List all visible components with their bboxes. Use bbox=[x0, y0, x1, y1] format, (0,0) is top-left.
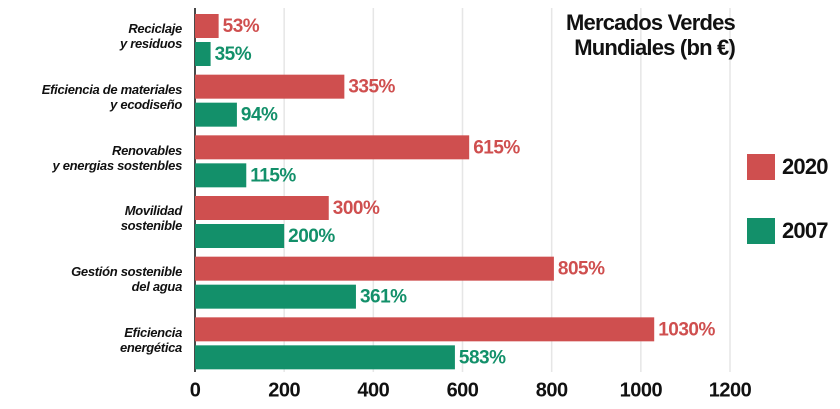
bar bbox=[195, 256, 554, 281]
legend-swatch bbox=[747, 154, 775, 180]
x-tick-label: 800 bbox=[536, 379, 568, 401]
legend-label: 2020 bbox=[782, 154, 828, 179]
legend-label: 2007 bbox=[782, 218, 828, 243]
category-label: Gestión sostenible del agua bbox=[71, 264, 182, 294]
category-label: Reciclaje y residuos bbox=[119, 21, 182, 52]
value-label: 115% bbox=[250, 165, 296, 186]
bar bbox=[195, 135, 470, 160]
bar bbox=[195, 102, 237, 127]
value-label: 335% bbox=[348, 77, 395, 98]
value-label: 300% bbox=[333, 198, 380, 219]
value-label: 583% bbox=[459, 347, 506, 368]
bar bbox=[195, 224, 285, 248]
value-label: 200% bbox=[288, 226, 335, 247]
x-tick-label: 400 bbox=[357, 379, 389, 401]
value-label: 35% bbox=[215, 44, 252, 65]
bar bbox=[195, 196, 329, 220]
bar bbox=[195, 74, 345, 99]
value-label: 94% bbox=[241, 105, 278, 126]
bar bbox=[195, 42, 211, 66]
value-label: 615% bbox=[473, 137, 520, 158]
category-label: Movilidad sostenible bbox=[120, 203, 183, 234]
bar bbox=[195, 317, 655, 342]
bar bbox=[195, 345, 455, 370]
chart-title: Mercados Verdes Mundiales (bn €) bbox=[566, 10, 736, 60]
value-label: 805% bbox=[558, 259, 605, 280]
category-label: Renovables y energias sostenbles bbox=[52, 142, 182, 173]
value-label: 361% bbox=[360, 287, 407, 308]
x-tick-label: 600 bbox=[447, 379, 479, 401]
bar bbox=[195, 14, 219, 38]
legend-swatch bbox=[747, 218, 775, 244]
bar bbox=[195, 284, 356, 309]
category-label: Eficiencia energética bbox=[119, 324, 182, 355]
value-label: 53% bbox=[223, 16, 260, 37]
x-tick-label: 1200 bbox=[709, 379, 752, 401]
x-tick-label: 200 bbox=[268, 379, 300, 401]
bar bbox=[195, 163, 247, 188]
x-tick-label: 1000 bbox=[620, 379, 663, 401]
value-label: 1030% bbox=[658, 319, 715, 340]
category-label: Eficiencia de materiales y ecodiseño bbox=[41, 82, 183, 112]
x-tick-label: 0 bbox=[190, 379, 201, 401]
